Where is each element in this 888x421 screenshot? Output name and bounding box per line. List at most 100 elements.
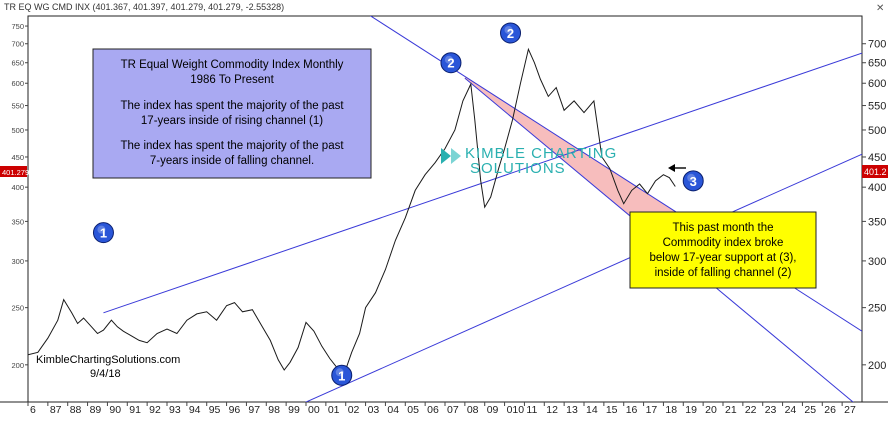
marker-3-5: 3: [682, 170, 704, 192]
arrow-icon: [668, 164, 686, 172]
x-tick-label: 97: [248, 404, 260, 416]
symbol-label: TR EQ WG CMD INX (401.367, 401.397, 401.…: [4, 2, 284, 12]
x-tick-label: 05: [407, 404, 419, 416]
x-axis: 6 87 88 89 90 91 92 93 94 95 96 97 98 99 00 01 02 03 04 05 0…: [27, 402, 856, 416]
x-tick-label: 19: [685, 404, 697, 416]
marker-highlight: [335, 368, 344, 377]
x-tick-label: 09: [487, 404, 499, 416]
price-line-layer: [28, 47, 676, 377]
x-tick-label: 89: [90, 404, 102, 416]
marker-layer: 1 1 2 2 3: [92, 22, 704, 386]
info-para1-line2: 17-years inside of rising channel (1): [141, 115, 323, 127]
x-tick-label: 99: [288, 404, 300, 416]
y-tick-left-label: 300: [11, 257, 24, 266]
x-tick-label: 06: [427, 404, 439, 416]
x-tick-label: 23: [765, 404, 777, 416]
callout-box: This past month the Commodity index brok…: [629, 211, 817, 289]
credit-site: KimbleChartingSolutions.com: [36, 354, 180, 366]
x-tick-label: 26: [824, 404, 836, 416]
y-tick-left-label: 400: [11, 183, 24, 192]
x-tick-label: 15: [606, 404, 618, 416]
info-para1-line1: The index has spent the majority of the …: [120, 100, 344, 112]
marker-highlight: [444, 55, 453, 64]
y-tick-left-label: 250: [11, 304, 24, 313]
x-tick-label: 04: [387, 404, 399, 416]
x-tick-label: 20: [705, 404, 717, 416]
x-tick-label: 12: [546, 404, 558, 416]
marker-label: 3: [690, 174, 697, 189]
y-tick-right-label: 350: [868, 216, 886, 228]
marker-highlight: [687, 173, 696, 182]
x-tick-label: 94: [189, 404, 201, 416]
y-tick-left-label: 700: [11, 40, 24, 49]
x-tick-label: 88: [70, 404, 82, 416]
x-tick-label: 07: [447, 404, 459, 416]
x-tick-label: 87: [50, 404, 62, 416]
watermark-logo-icon: [441, 148, 461, 164]
y-tick-left-label: 200: [11, 361, 24, 370]
marker-highlight: [97, 225, 106, 234]
x-tick-label: 90: [109, 404, 121, 416]
x-tick-label: 03: [368, 404, 380, 416]
marker-label: 1: [338, 368, 345, 383]
marker-circle: [500, 22, 522, 44]
y-tick-right-label: 700: [868, 39, 886, 51]
y-tick-left-label: 450: [11, 153, 24, 162]
x-tick-label: 91: [129, 404, 141, 416]
marker-highlight: [504, 25, 513, 34]
price-tag-left-text: 401.279: [2, 168, 29, 177]
marker-circle: [331, 364, 353, 386]
info-para2-line2: 7-years inside of falling channel.: [150, 155, 314, 167]
y-tick-right-label: 200: [868, 360, 886, 372]
x-tick-label: 14: [586, 404, 598, 416]
close-icon[interactable]: ✕: [876, 3, 884, 14]
header-bar: [0, 0, 888, 14]
info-title-line2: 1986 To Present: [190, 74, 274, 86]
x-tick-label: 02: [348, 404, 360, 416]
x-tick-label: 98: [268, 404, 280, 416]
price-tag-right: 401.2: [862, 165, 888, 178]
x-tick-label: 93: [169, 404, 181, 416]
y-axis-left: 200 250 300 350 400 450 500 550 600 650 700 750: [11, 22, 28, 370]
x-tick-label: 08: [467, 404, 479, 416]
price-series-line: [28, 47, 676, 377]
y-tick-left-label: 350: [11, 217, 24, 226]
channel-1-line-2: [304, 153, 862, 402]
marker-2-4: 2: [500, 22, 522, 44]
marker-circle: [92, 222, 114, 244]
y-tick-right-label: 250: [868, 303, 886, 315]
y-tick-right-label: 650: [868, 58, 886, 70]
x-tick-label: 17: [646, 404, 658, 416]
x-tick-label: 24: [785, 404, 797, 416]
x-tick-label: 010: [507, 404, 525, 416]
marker-label: 2: [447, 56, 454, 71]
marker-label: 1: [100, 226, 107, 241]
info-para2-line1: The index has spent the majority of the …: [120, 140, 344, 152]
y-tick-right-label: 450: [868, 152, 886, 164]
x-tick-label: 18: [665, 404, 677, 416]
x-tick-label: 01: [328, 404, 340, 416]
callout-line1: This past month the: [673, 222, 774, 234]
credit-date: 9/4/18: [90, 368, 121, 380]
channel-1-line-1: [103, 52, 862, 314]
x-tick-label: 21: [725, 404, 737, 416]
info-title-line1: TR Equal Weight Commodity Index Monthly: [121, 59, 344, 71]
marker-2-3: 2: [440, 52, 462, 74]
marker-label: 2: [507, 26, 514, 41]
x-tick-label: 27: [844, 404, 856, 416]
y-tick-left-label: 750: [11, 22, 24, 31]
marker-circle: [682, 170, 704, 192]
info-box: TR Equal Weight Commodity Index Monthly …: [92, 48, 372, 179]
marker-1-2: 1: [331, 364, 353, 386]
x-tick-label: 13: [566, 404, 578, 416]
y-tick-right-label: 300: [868, 256, 886, 268]
x-tick-label: 92: [149, 404, 161, 416]
x-tick-label: 25: [804, 404, 816, 416]
y-tick-left-label: 500: [11, 126, 24, 135]
marker-1-1: 1: [92, 222, 114, 244]
callout-line3: below 17-year support at (3),: [649, 252, 796, 264]
x-tick-label: 11: [526, 404, 537, 416]
y-tick-right-label: 400: [868, 182, 886, 194]
